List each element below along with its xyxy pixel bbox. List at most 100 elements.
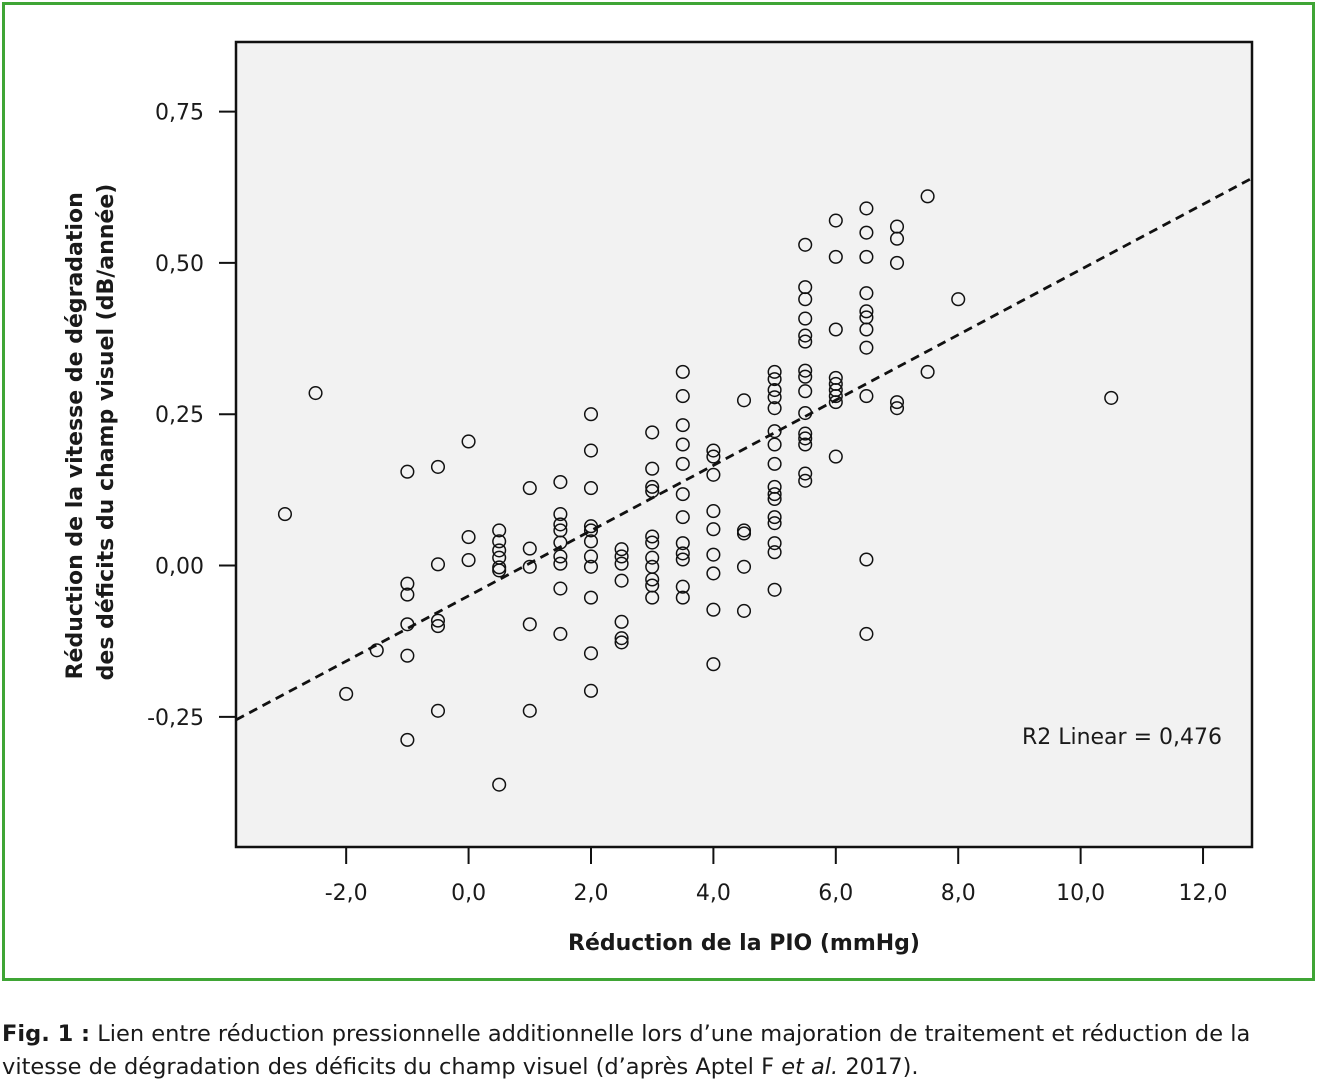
regression-line [235,176,1253,722]
data-point [492,777,507,792]
data-point [645,572,660,587]
data-point [767,487,782,502]
data-point [767,536,782,551]
data-point [767,390,782,405]
data-point [859,286,874,301]
data-point [767,364,782,379]
y-tick-label: 0,25 [155,403,204,428]
data-point [798,363,813,378]
data-point [767,456,782,471]
data-point [706,467,721,482]
caption-text: Lien entre réduction pressionnelle addit… [2,1021,1251,1080]
data-point [339,686,354,701]
data-point [430,459,446,474]
data-point [859,552,874,567]
data-point [859,201,874,216]
data-point [675,364,690,379]
data-point [583,523,599,538]
data-point [798,292,813,307]
data-point [889,401,905,416]
x-tick-label: 2,0 [573,881,608,906]
y-axis-title-line-2: des déficits du champ visuel (dB/année) [94,184,119,681]
data-point [492,523,507,538]
data-point [767,382,782,398]
caption-italic: et al. [781,1054,839,1080]
y-tick-label: -0,25 [147,706,204,731]
data-point [798,328,813,343]
data-point [400,732,415,747]
data-point [645,590,660,605]
data-point [614,556,629,571]
data-point [430,613,446,628]
x-tick-label: 6,0 [818,881,853,906]
data-point [767,582,782,597]
data-point [583,443,599,458]
data-point [675,590,690,605]
x-tick-label: -2,0 [325,881,368,906]
caption-label: Fig. 1 : [2,1021,91,1047]
data-point [492,534,507,549]
data-point [889,395,905,410]
data-point [553,556,568,571]
data-point [614,631,629,646]
plot-area [234,40,1254,849]
data-point [522,617,537,632]
data-point [706,602,721,617]
data-point [645,479,660,494]
data-point [583,534,599,549]
data-point [522,703,537,718]
x-tick-label: 10,0 [1056,881,1105,906]
data-point [859,340,874,355]
data-point [522,559,537,574]
data-point [675,389,690,404]
data-point [675,536,690,551]
data-point [736,603,752,618]
data-point [675,437,690,452]
data-point [583,683,599,698]
data-point [798,237,813,252]
x-axis-title: Réduction de la PIO (mmHg) [568,931,920,956]
y-axis-title-line-1: Réduction de la vitesse de dégradation [63,192,88,679]
data-point [614,614,629,629]
data-point [736,559,752,574]
data-point [400,617,415,632]
data-point [583,519,599,534]
data-point [828,249,843,264]
data-point [583,646,599,661]
data-point [706,443,721,458]
data-point [277,507,293,522]
data-point [492,563,507,578]
data-point [400,576,415,591]
data-point [369,643,384,658]
data-point [645,484,660,499]
data-point [614,542,629,557]
data-point [675,487,690,502]
data-point [706,566,721,581]
data-point [614,549,629,564]
y-tick-label: 0,75 [155,101,204,126]
data-point [430,619,446,634]
scatter-chart: -2,0 0,0 2,0 4,0 6,0 8,0 10,0 12,0 -0,25 0,00 0,25… [63,40,1254,956]
data-point [614,635,629,650]
data-point [706,547,721,562]
data-point [553,626,568,641]
data-point [798,431,813,446]
data-point [767,372,782,387]
data-point [798,311,813,326]
data-point [798,426,813,441]
x-tick-label: 8,0 [941,881,976,906]
data-point [767,545,782,560]
data-point [614,573,629,588]
data-point [798,405,813,421]
data-point [430,703,446,718]
data-point [706,522,721,537]
data-point [828,389,843,404]
data-point [767,401,782,416]
data-point [583,481,599,496]
data-point [889,231,905,246]
data-point [522,541,537,556]
data-point [645,550,660,565]
data-point [461,553,476,568]
data-point [889,255,905,270]
data-point [706,657,721,672]
